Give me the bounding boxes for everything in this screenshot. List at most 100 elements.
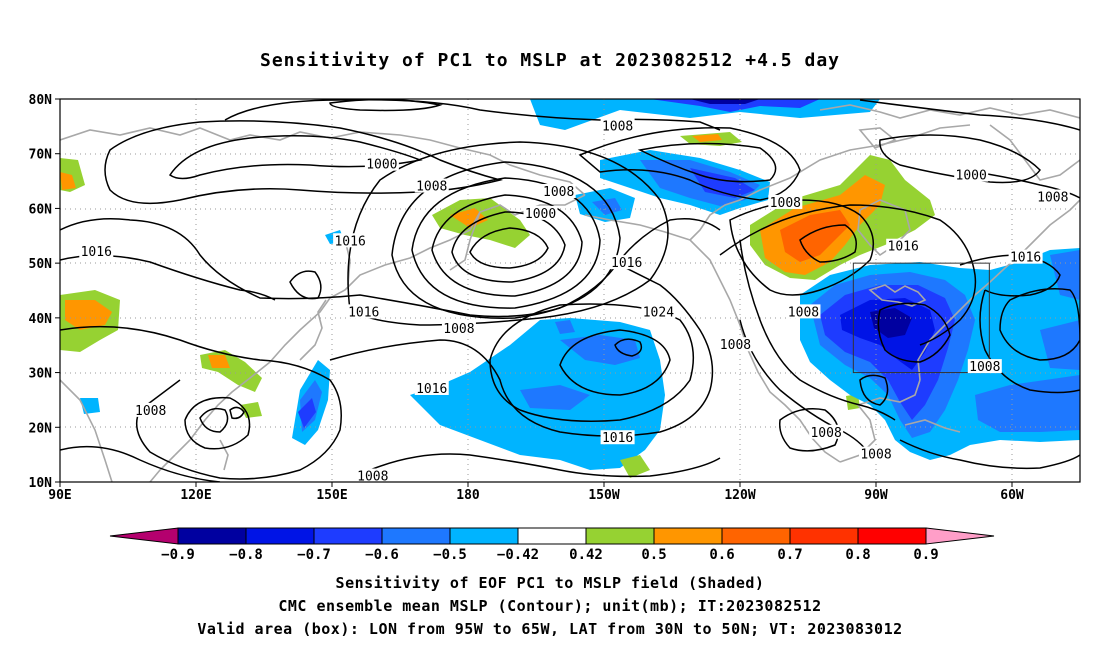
- contour-west-1008: [60, 325, 342, 480]
- caption-line-1: Sensitivity of EOF PC1 to MSLP field (Sh…: [335, 574, 765, 592]
- contour-label: 1000: [956, 169, 987, 184]
- contour-gulf-1008: [859, 374, 889, 406]
- contour-label-bg: [1008, 249, 1043, 264]
- colorbar-swatch: [245, 527, 315, 545]
- contour-label: 1008: [720, 338, 751, 353]
- colorbar-label: −0.7: [297, 547, 331, 563]
- shade-arctic-orange: [692, 134, 722, 142]
- contour-high-inner: [559, 329, 671, 396]
- coast-greatlakes: [868, 284, 927, 307]
- caption-line-2: CMC ensemble mean MSLP (Contour); unit(m…: [278, 597, 822, 615]
- contour-pacific-1016b: [329, 264, 714, 437]
- contour-label-bg: [967, 359, 1002, 374]
- colorbar-label: 0.8: [845, 547, 870, 563]
- contour-southwest: [60, 445, 221, 482]
- contour-scs-low: [199, 407, 229, 433]
- shade-china-orange: [208, 355, 230, 368]
- contour-label-bg: [414, 178, 449, 193]
- coast-india: [60, 379, 113, 482]
- contour-high-1024: [489, 303, 695, 422]
- contour-na-1008: [719, 204, 977, 346]
- contour-label-bg: [441, 320, 476, 335]
- contour-label-bg: [954, 167, 989, 182]
- contour-label: 1008: [788, 305, 819, 320]
- contour-label: 1024: [643, 305, 674, 320]
- shade-atl-right-mid: [1040, 320, 1080, 370]
- lat-tick-label: 70N: [29, 148, 53, 163]
- contour-label: 1016: [81, 245, 112, 260]
- contour-mexico-low: [778, 408, 840, 452]
- colorbar-label: 0.6: [709, 547, 734, 563]
- contour-pacific-1016: [60, 218, 721, 318]
- contour-label-bg: [346, 304, 381, 319]
- lat-tick-label: 20N: [29, 421, 53, 436]
- contour-label-bg: [333, 233, 368, 248]
- colorbar-label: 0.42: [569, 547, 603, 563]
- colorbar-swatch: [517, 527, 587, 545]
- contour-na-northeast: [859, 99, 1080, 131]
- coast-asia-east: [174, 194, 586, 456]
- lon-tick-label: 90E: [48, 488, 71, 503]
- contour-caribbean: [899, 439, 1080, 470]
- contour-label: 1008: [135, 404, 166, 419]
- contour-dateline-south: [369, 453, 721, 478]
- contour-label-bg: [886, 238, 921, 253]
- colorbar-swatch: [789, 527, 859, 545]
- contour-high-core: [614, 338, 643, 357]
- coast-alaska: [689, 124, 971, 241]
- contour-small-circle1: [289, 270, 322, 300]
- longitude-axis: 90E 120E 150E 180 150W 120W 90W 60W: [48, 482, 1024, 503]
- contour-na-1000: [879, 134, 1041, 184]
- contour-label-bg: [718, 337, 753, 352]
- lat-tick-label: 30N: [29, 367, 53, 382]
- colorbar-low-triangle: [109, 527, 179, 545]
- shade-bering-mid: [592, 198, 622, 215]
- shade-canada-dark-orange: [780, 210, 850, 262]
- shade-kamchatka-orange: [450, 208, 488, 228]
- shade-atl-mid: [975, 375, 1080, 432]
- contour-label: 1016: [611, 256, 642, 271]
- colorbar-swatch: [857, 527, 927, 545]
- colorbar-swatch: [653, 527, 723, 545]
- contour-label-bg: [786, 304, 821, 319]
- coast-arctic-islands2: [858, 127, 897, 149]
- contour-low-pacific-2: [451, 211, 566, 283]
- colorbar-label: 0.7: [777, 547, 802, 563]
- contour-label-bg: [609, 255, 644, 270]
- contour-label: 1008: [969, 360, 1000, 375]
- contour-west-us: [739, 239, 896, 421]
- colorbar-label: −0.6: [365, 547, 399, 563]
- contour-labels: 1008 1000 1008 1008 1008 1000 1008 1000 1016 1016…: [79, 118, 1070, 485]
- shade-cpac-mid3: [555, 320, 575, 334]
- map-frame: [59, 98, 1081, 483]
- shade-arctic-darkest: [690, 99, 760, 104]
- contour-label-bg: [768, 194, 803, 209]
- caption-line-3: Valid area (box): LON from 95W to 65W, L…: [197, 620, 903, 638]
- colorbar-swatch: [585, 527, 655, 545]
- contour-low-pacific-1: [469, 227, 549, 269]
- contour-label-bg: [809, 424, 844, 439]
- contour-label: 1008: [543, 185, 574, 200]
- contour-label-bg: [641, 304, 676, 319]
- lat-tick-label: 40N: [29, 312, 53, 327]
- contour-label-bg: [364, 156, 399, 171]
- coast-sea-asia: [149, 454, 176, 482]
- contour-alaska-low-inner: [637, 142, 777, 183]
- lat-tick-label: 10N: [29, 476, 53, 491]
- contour-label: 1000: [366, 158, 397, 173]
- colorbar-swatch: [721, 527, 791, 545]
- latitude-axis: 10N 20N 30N 40N 50N 60N 70N 80N: [29, 93, 60, 491]
- lat-tick-label: 50N: [29, 257, 53, 272]
- coast-arctic-islands: [819, 104, 1080, 119]
- coast-aleutians: [584, 214, 691, 241]
- valid-area-box: [852, 262, 990, 374]
- lon-tick-label: 150E: [316, 488, 347, 503]
- colorbar-label: −0.42: [497, 547, 539, 563]
- contour-atlantic-curve: [979, 289, 1080, 394]
- contour-label-bg: [859, 446, 893, 461]
- contour-label-bg: [1035, 189, 1070, 204]
- contour-small-circle2: [229, 406, 245, 420]
- lon-tick-label: 120E: [180, 488, 211, 503]
- shade-eus-darkest: [870, 308, 912, 338]
- contour-label: 1008: [602, 119, 633, 134]
